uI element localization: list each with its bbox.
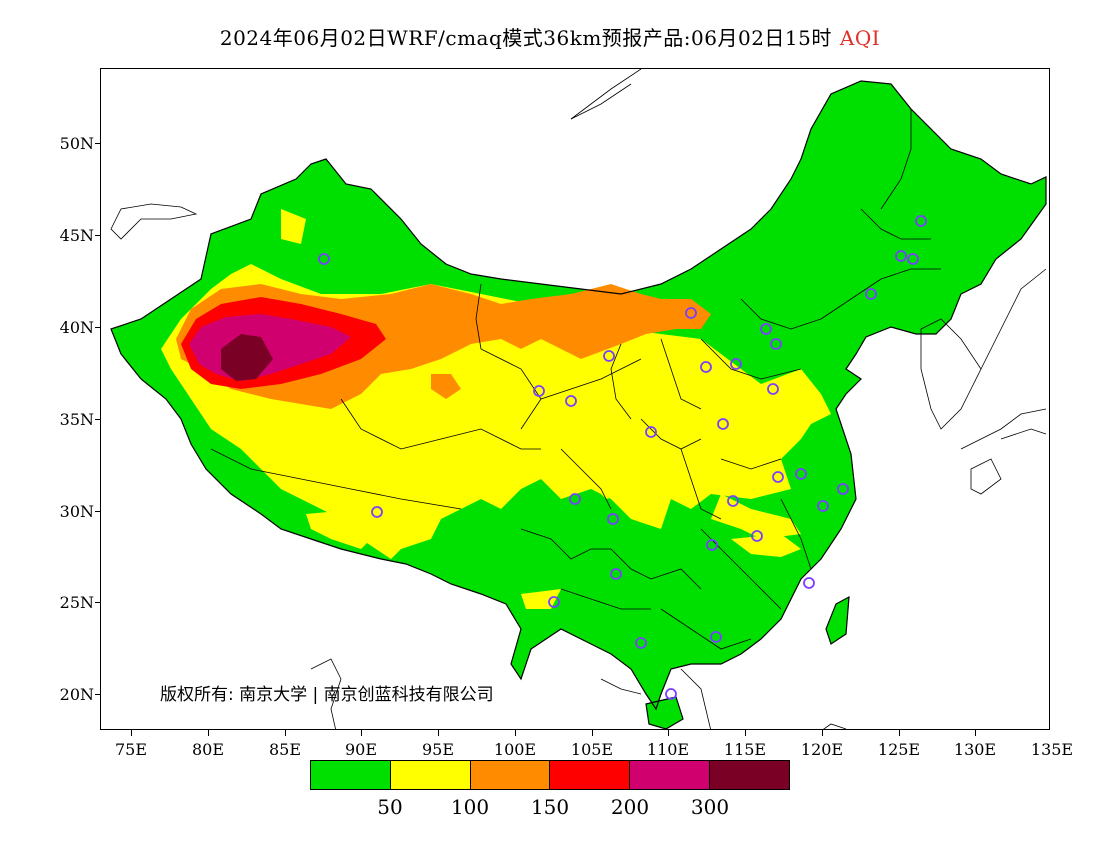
x-tick: [438, 730, 439, 736]
aqi-map-canvas: [110, 69, 1047, 729]
x-axis-label: 110E: [646, 740, 690, 759]
legend-swatch-moderate: [390, 761, 471, 789]
country-border: [110, 80, 1047, 711]
map-panel[interactable]: [100, 68, 1050, 730]
x-tick: [361, 730, 362, 736]
x-tick: [285, 730, 286, 736]
y-tick: [95, 694, 101, 695]
coastlines: [110, 69, 1047, 729]
color-legend: [310, 760, 790, 790]
y-tick: [95, 143, 101, 144]
x-tick: [822, 730, 823, 736]
x-tick: [515, 730, 516, 736]
x-axis-label: 115E: [723, 740, 767, 759]
legend-label: 50: [377, 795, 403, 819]
x-axis-label: 130E: [953, 740, 997, 759]
legend-swatch-very-unhealthy: [630, 761, 711, 789]
legend-swatch-hazardous: [710, 761, 789, 789]
x-tick: [131, 730, 132, 736]
x-tick: [899, 730, 900, 736]
x-tick: [208, 730, 209, 736]
x-axis-label: 120E: [800, 740, 844, 759]
province-borders: [210, 109, 941, 650]
station-markers: [318, 215, 927, 700]
y-axis-label: 35N: [59, 410, 94, 429]
y-tick: [95, 419, 101, 420]
legend-swatch-unhealthy: [550, 761, 631, 789]
x-tick: [592, 730, 593, 736]
legend-swatch-good: [311, 761, 391, 789]
x-tick: [745, 730, 746, 736]
y-axis-label: 40N: [59, 318, 94, 337]
x-axis-label: 100E: [493, 740, 537, 759]
x-axis-label: 135E: [1030, 740, 1074, 759]
x-tick: [975, 730, 976, 736]
copyright-text: 版权所有: 南京大学 | 南京创蓝科技有限公司: [160, 685, 494, 705]
x-axis-label: 85E: [268, 740, 302, 759]
region-hazardous: [221, 334, 273, 381]
x-axis-label: 75E: [114, 740, 148, 759]
x-axis-label: 125E: [877, 740, 921, 759]
title-text: 2024年06月02日WRF/cmaq模式36km预报产品:06月02日15时: [219, 26, 832, 50]
x-axis-label: 90E: [344, 740, 378, 759]
y-axis-label: 25N: [59, 593, 94, 612]
y-tick: [95, 327, 101, 328]
legend-label: 100: [450, 795, 490, 819]
legend-swatch-sensitive: [470, 761, 551, 789]
x-axis-label: 95E: [421, 740, 455, 759]
y-axis-label: 50N: [59, 134, 94, 153]
legend-label: 300: [690, 795, 730, 819]
map-title: 2024年06月02日WRF/cmaq模式36km预报产品:06月02日15时 A…: [0, 22, 1100, 51]
x-tick: [668, 730, 669, 736]
y-axis-label: 20N: [59, 685, 94, 704]
y-tick: [95, 235, 101, 236]
legend-label: 150: [530, 795, 570, 819]
y-axis-label: 45N: [59, 226, 94, 245]
x-axis-label: 105E: [570, 740, 614, 759]
y-tick: [95, 602, 101, 603]
y-axis-label: 30N: [59, 502, 94, 521]
x-axis-label: 80E: [191, 740, 225, 759]
y-tick: [95, 511, 101, 512]
variable-label: AQI: [839, 26, 881, 50]
legend-label: 200: [610, 795, 650, 819]
